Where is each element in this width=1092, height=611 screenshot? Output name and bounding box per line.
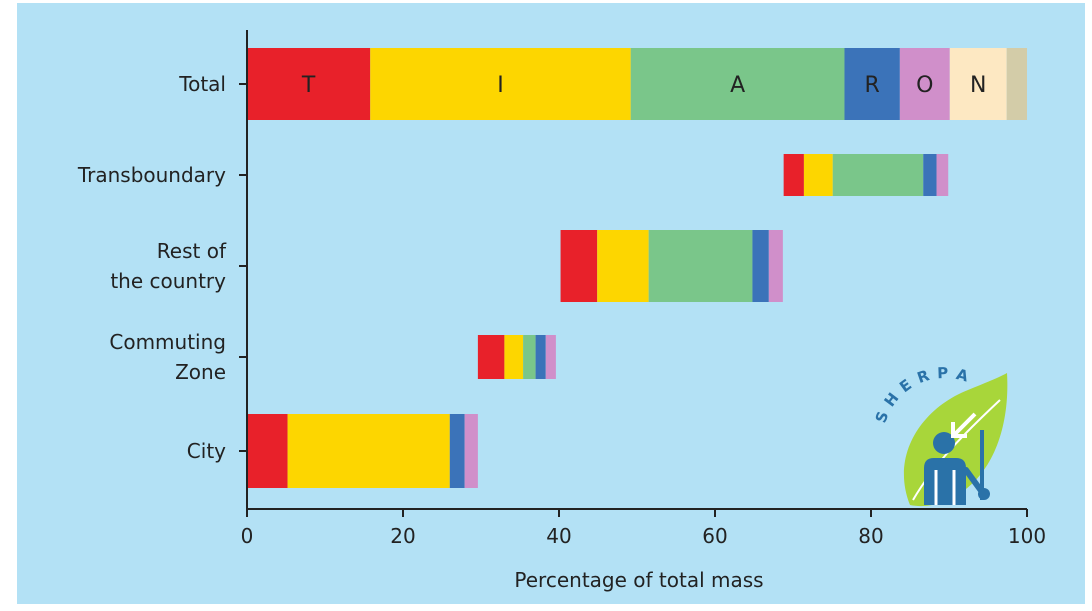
- bar-rest-of-the-country-t: [560, 230, 598, 302]
- x-tick-label-100: 100: [1008, 524, 1046, 548]
- y-tick-label-rest-of-the-country-line-2: the country: [110, 269, 226, 293]
- logo-figure-hand: [978, 488, 990, 500]
- bar-commuting-zone-r: [535, 335, 546, 379]
- x-tick-label-60: 60: [702, 524, 727, 548]
- bar-total-t: [247, 48, 371, 120]
- bar-total-other: [1006, 48, 1027, 120]
- bar-total-i: [370, 48, 631, 120]
- bar-city-t: [247, 414, 288, 488]
- segment-label-i: I: [497, 73, 504, 98]
- bar-commuting-zone-a: [523, 335, 536, 379]
- logo-figure-body: [924, 458, 966, 505]
- bar-total-a: [630, 48, 845, 120]
- y-tick-label-commuting-zone-line-2: Zone: [175, 360, 226, 384]
- y-tick-label-commuting-zone-line-1: Commuting: [109, 330, 226, 354]
- logo-arrow-shaft: [953, 412, 977, 436]
- y-tick-label-rest-of-the-country-line-1: Rest of: [157, 239, 227, 263]
- bar-commuting-zone-o: [545, 335, 556, 379]
- bar-rest-of-the-country-o: [768, 230, 783, 302]
- segment-label-r: R: [865, 73, 880, 98]
- segment-label-n: N: [970, 73, 986, 98]
- bar-city-r: [449, 414, 465, 488]
- segment-label-o: O: [916, 73, 933, 98]
- bar-total-o: [899, 48, 950, 120]
- y-tick-label-transboundary: Transboundary: [77, 163, 226, 187]
- logo-letter: P: [937, 364, 949, 382]
- bar-total-n: [949, 48, 1007, 120]
- bar-transboundary-o: [936, 154, 949, 196]
- logo-figure-arm: [963, 467, 985, 495]
- logo-figure-head: [933, 432, 955, 454]
- bar-city-o: [464, 414, 478, 488]
- bar-transboundary-r: [923, 154, 937, 196]
- bar-rest-of-the-country-r: [752, 230, 769, 302]
- bar-commuting-zone-i: [504, 335, 524, 379]
- bar-city-i: [287, 414, 450, 488]
- y-tick-label-city: City: [187, 439, 226, 463]
- bar-transboundary-t: [783, 154, 804, 196]
- bar-transboundary-a: [832, 154, 924, 196]
- axis-layer: 0 20 40 60 80 100 Total Transboundary Rest of the…: [77, 30, 1046, 548]
- x-tick-label-80: 80: [858, 524, 883, 548]
- logo-arrow-head: [951, 422, 967, 438]
- x-tick-label-20: 20: [390, 524, 415, 548]
- y-tick-label-total: Total: [178, 72, 226, 96]
- bar-commuting-zone-t: [477, 335, 505, 379]
- bar-rest-of-the-country-i: [597, 230, 649, 302]
- segment-label-a: A: [730, 73, 745, 98]
- bar-transboundary-i: [803, 154, 833, 196]
- segment-label-t: T: [301, 73, 316, 98]
- x-tick-label-40: 40: [546, 524, 571, 548]
- x-axis-label: Percentage of total mass: [514, 568, 763, 592]
- x-tick-label-0: 0: [241, 524, 254, 548]
- bar-total-r: [844, 48, 900, 120]
- bar-rest-of-the-country-a: [648, 230, 753, 302]
- logo-letter: A: [954, 365, 970, 385]
- bars-layer: T I A R O N: [247, 48, 1027, 488]
